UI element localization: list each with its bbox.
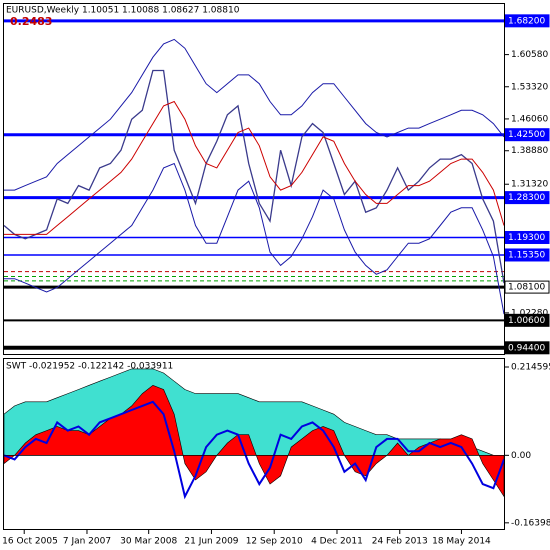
y-tick-label: 1.31320 xyxy=(511,180,548,190)
level-label: 1.15350 xyxy=(508,250,545,260)
y-tick-label: 0.214595 xyxy=(511,362,550,372)
x-tick-label: 18 May 2014 xyxy=(432,537,491,547)
y-tick-label: 1.60580 xyxy=(511,50,548,60)
x-tick-label: 16 Oct 2005 xyxy=(2,537,58,547)
x-tick-label: 4 Dec 2011 xyxy=(311,537,363,547)
line xyxy=(4,38,505,191)
annotation: 0.2483 xyxy=(10,15,52,28)
main-title: EURUSD,Weekly 1.10051 1.10088 1.08627 1.… xyxy=(6,6,240,16)
y-tick-label: 1.38880 xyxy=(511,146,548,156)
oscillator-panel-frame xyxy=(3,358,505,530)
level-label: 1.42500 xyxy=(508,130,545,140)
y-tick-label: 0.00 xyxy=(511,451,531,461)
y-tick-label: 1.46060 xyxy=(511,114,548,124)
line xyxy=(3,400,505,500)
x-tick-label: 24 Feb 2013 xyxy=(372,537,428,547)
y-tick-label: 1.53320 xyxy=(511,82,548,92)
level-label: 1.00600 xyxy=(508,316,545,326)
level-label: 1.68200 xyxy=(508,16,545,26)
oscillator-title: SWT -0.021952 -0.122142 -0.033911 xyxy=(6,362,173,372)
line xyxy=(3,69,505,284)
level-label: 0.94400 xyxy=(508,343,545,353)
level-label: 1.19300 xyxy=(508,233,545,243)
line xyxy=(4,100,505,235)
x-tick-label: 7 Jan 2007 xyxy=(63,537,111,547)
line xyxy=(4,162,505,315)
y-tick-label: 1.02280 xyxy=(511,308,548,318)
level-label: 1.08100 xyxy=(508,283,545,293)
x-tick-label: 30 Mar 2008 xyxy=(120,537,177,547)
area xyxy=(3,384,505,498)
x-tick-label: 21 Jun 2009 xyxy=(184,537,238,547)
x-tick-label: 12 Sep 2010 xyxy=(246,537,303,547)
level-label: 1.28300 xyxy=(508,193,545,203)
main-panel-frame xyxy=(3,3,505,355)
plot-layer: 1.60580 1.53320 1.46060 1.38880 1.31320 1.022… xyxy=(2,14,550,547)
